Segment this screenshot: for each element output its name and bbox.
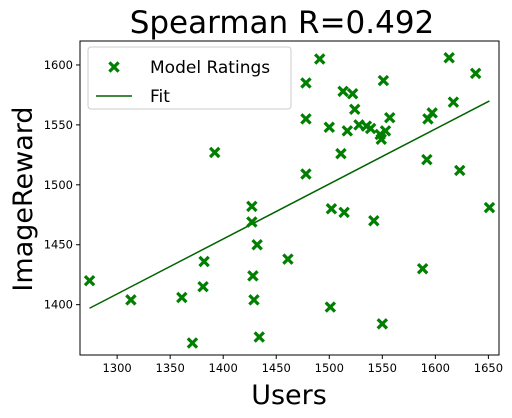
data-point bbox=[377, 74, 390, 87]
data-point bbox=[426, 107, 438, 119]
data-point bbox=[483, 201, 496, 214]
data-point bbox=[253, 331, 265, 343]
data-point bbox=[416, 262, 429, 275]
legend-label-model-ratings: Model Ratings bbox=[150, 58, 270, 78]
data-point bbox=[469, 67, 482, 80]
data-point bbox=[443, 52, 455, 64]
data-point bbox=[246, 200, 258, 213]
data-point bbox=[376, 318, 389, 330]
data-point bbox=[198, 255, 210, 268]
x-tick-label: 1600 bbox=[421, 361, 450, 375]
data-point bbox=[337, 85, 349, 98]
data-point bbox=[208, 146, 221, 159]
legend: Model Ratings Fit bbox=[87, 46, 292, 110]
x-tick-label: 1550 bbox=[368, 361, 397, 375]
data-point bbox=[325, 203, 338, 215]
data-point bbox=[346, 88, 359, 100]
x-tick-label: 1450 bbox=[262, 361, 291, 375]
legend-label-fit: Fit bbox=[150, 87, 170, 107]
data-layer bbox=[83, 52, 496, 349]
data-point bbox=[368, 215, 380, 227]
data-point bbox=[384, 111, 396, 124]
y-tick-label: 1400 bbox=[44, 298, 73, 312]
data-point bbox=[324, 301, 337, 313]
data-point bbox=[338, 206, 350, 219]
data-point bbox=[176, 291, 188, 304]
data-point bbox=[282, 253, 294, 265]
x-tick-label: 1650 bbox=[474, 361, 503, 375]
data-point bbox=[314, 53, 326, 65]
plot-area-frame bbox=[79, 40, 500, 356]
y-axis: 1400 1450 1500 1550 1600 bbox=[44, 58, 80, 312]
x-tick-label: 1350 bbox=[156, 361, 185, 375]
data-point bbox=[421, 153, 433, 166]
data-point bbox=[349, 103, 361, 116]
x-tick-label: 1400 bbox=[209, 361, 238, 375]
x-tick-label: 1300 bbox=[102, 361, 131, 375]
y-tick-label: 1500 bbox=[44, 178, 73, 192]
data-point bbox=[197, 280, 209, 293]
data-point bbox=[247, 270, 259, 282]
y-tick-label: 1600 bbox=[44, 58, 73, 72]
y-tick-label: 1550 bbox=[44, 118, 73, 132]
fit-line bbox=[89, 100, 490, 309]
data-point bbox=[300, 168, 312, 180]
data-point bbox=[364, 122, 377, 135]
x-tick-label: 1500 bbox=[315, 361, 344, 375]
data-point bbox=[248, 294, 260, 306]
legend-box bbox=[87, 46, 292, 110]
legend-x-glyph bbox=[108, 61, 120, 73]
data-point bbox=[341, 125, 354, 137]
y-tick-label: 1450 bbox=[44, 238, 73, 252]
data-point bbox=[125, 294, 137, 306]
y-axis-label: ImageReward bbox=[8, 106, 39, 291]
data-point bbox=[300, 113, 312, 125]
data-point bbox=[323, 121, 336, 134]
data-point bbox=[447, 96, 460, 108]
data-point bbox=[335, 147, 347, 160]
data-point bbox=[375, 133, 387, 146]
data-point bbox=[186, 337, 199, 349]
data-point bbox=[379, 125, 392, 137]
legend-marker-model-ratings bbox=[108, 61, 120, 73]
data-point bbox=[454, 164, 466, 177]
data-point bbox=[246, 216, 258, 228]
chart-title: Spearman R=0.492 bbox=[130, 5, 435, 41]
x-axis: 1300 1350 1400 1450 1500 1550 1600 1650 bbox=[102, 355, 503, 375]
data-point bbox=[83, 274, 96, 287]
x-axis-label: Users bbox=[251, 380, 327, 411]
data-point bbox=[300, 77, 312, 89]
data-point bbox=[251, 239, 263, 251]
